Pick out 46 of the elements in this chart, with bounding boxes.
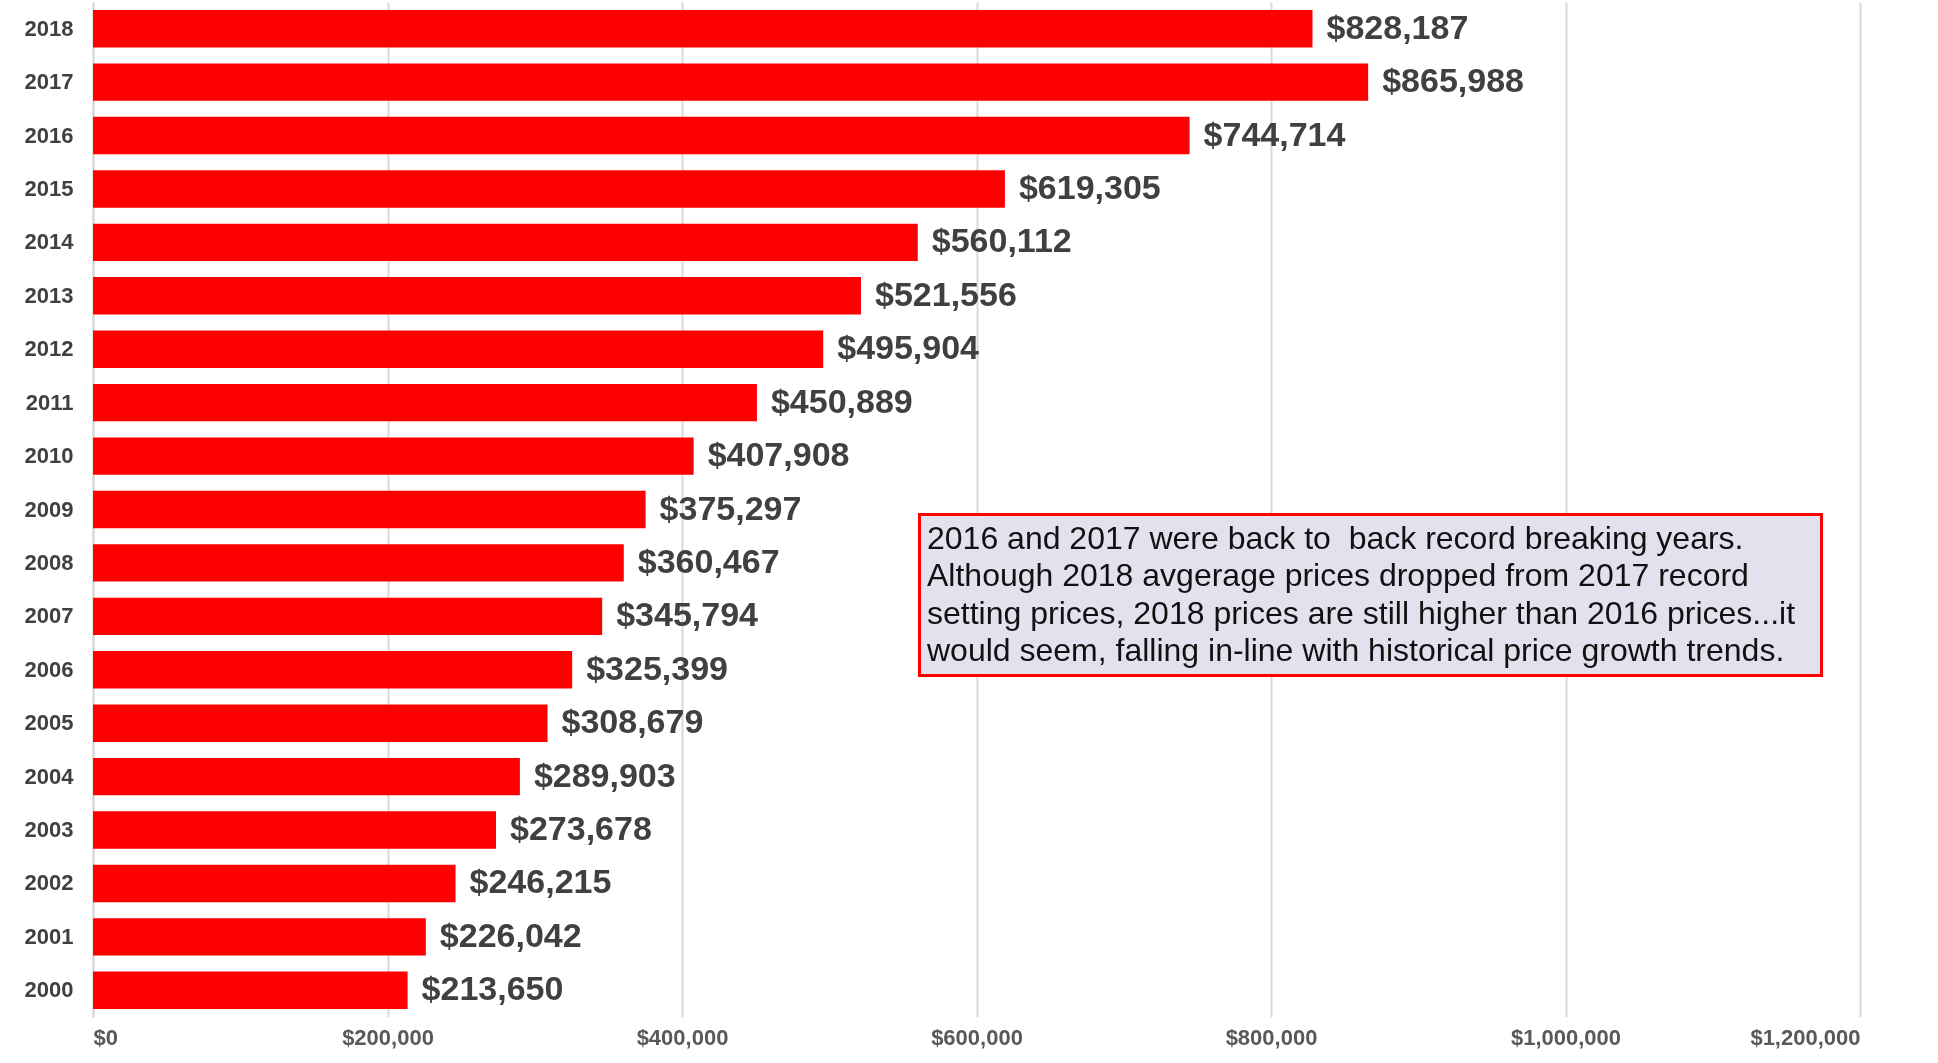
data-label: $619,305	[1018, 167, 1161, 206]
x-tick-label: $1,000,000	[1510, 1024, 1622, 1050]
data-label: $273,678	[509, 809, 652, 848]
y-tick-label: 2002	[24, 870, 74, 896]
y-tick-label: 2007	[24, 603, 74, 629]
y-tick-label: 2003	[24, 817, 74, 843]
y-tick-label: 2015	[24, 175, 74, 201]
y-tick-label: 2018	[24, 15, 74, 41]
data-label: $744,714	[1203, 114, 1346, 153]
y-tick-label: 2001	[24, 923, 74, 949]
x-tick-label: $800,000	[1225, 1024, 1318, 1050]
data-label: $828,187	[1326, 7, 1469, 46]
annotation: 2016 and 2017 were back to back record breaking years. Although 2018 avgerage prices dropped from 2017 record setting prices, 2018 prices are still higher than 2016 prices...it would seem, falling in-line with historical price growth trends.	[918, 513, 1823, 677]
y-tick-label: 2014	[24, 229, 75, 255]
y-tick-label: 2011	[25, 389, 74, 415]
x-tick-label: $1,200,000	[1750, 1024, 1861, 1050]
y-tick-label: 2004	[24, 763, 75, 789]
y-tick-label: 2008	[24, 549, 74, 575]
x-tick-label: $200,000	[342, 1024, 434, 1050]
data-label: $325,399	[586, 648, 728, 687]
y-tick-label: 2012	[24, 336, 74, 362]
data-label: $308,679	[561, 702, 704, 741]
x-tick-label: $400,000	[636, 1024, 729, 1050]
y-tick-label: 2010	[24, 443, 74, 469]
data-label: $375,297	[659, 488, 802, 527]
y-tick-label: 2013	[24, 282, 74, 308]
data-label: $345,794	[616, 595, 759, 634]
data-label: $213,650	[421, 969, 564, 1008]
data-label: $407,908	[707, 435, 850, 474]
data-label: $360,467	[637, 541, 780, 580]
data-label: $521,556	[874, 274, 1017, 313]
data-label: $246,215	[469, 862, 612, 901]
y-tick-label: 2017	[24, 69, 74, 95]
x-tick-label: $0	[93, 1024, 118, 1050]
y-tick-label: 2006	[24, 656, 74, 682]
data-label: $450,889	[770, 381, 913, 420]
y-tick-label: 2016	[24, 122, 74, 148]
data-label: $226,042	[439, 915, 582, 954]
y-tick-label: 2005	[24, 710, 74, 736]
data-label: $289,903	[533, 755, 676, 794]
x-tick-label: $600,000	[931, 1024, 1023, 1050]
data-label: $560,112	[931, 221, 1072, 260]
y-tick-label: 2009	[24, 496, 74, 522]
data-label: $495,904	[837, 328, 980, 367]
data-label: $865,988	[1382, 61, 1524, 100]
y-tick-label: 2000	[24, 977, 74, 1003]
